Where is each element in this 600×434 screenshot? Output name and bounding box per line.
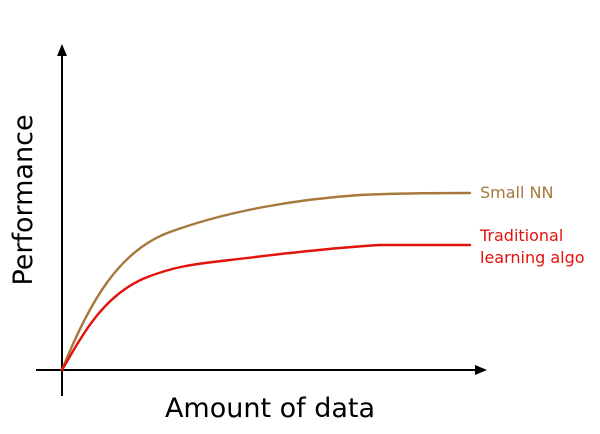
series-line-small-nn [60, 191, 472, 372]
x-axis-arrow-icon [475, 365, 487, 375]
series-label-traditional-learning-algo: Traditional learning algo [479, 226, 585, 267]
series-label-traditional-line-1: Traditional [479, 226, 563, 245]
y-axis-arrow-icon [57, 44, 67, 56]
y-axis-title: Performance [8, 114, 39, 285]
series-label-traditional-line-2: learning algo [480, 248, 585, 267]
series-label-small-nn: Small NN [480, 183, 553, 202]
series-line-traditional-learning-algo [60, 243, 472, 372]
x-axis-title: Amount of data [165, 393, 375, 424]
